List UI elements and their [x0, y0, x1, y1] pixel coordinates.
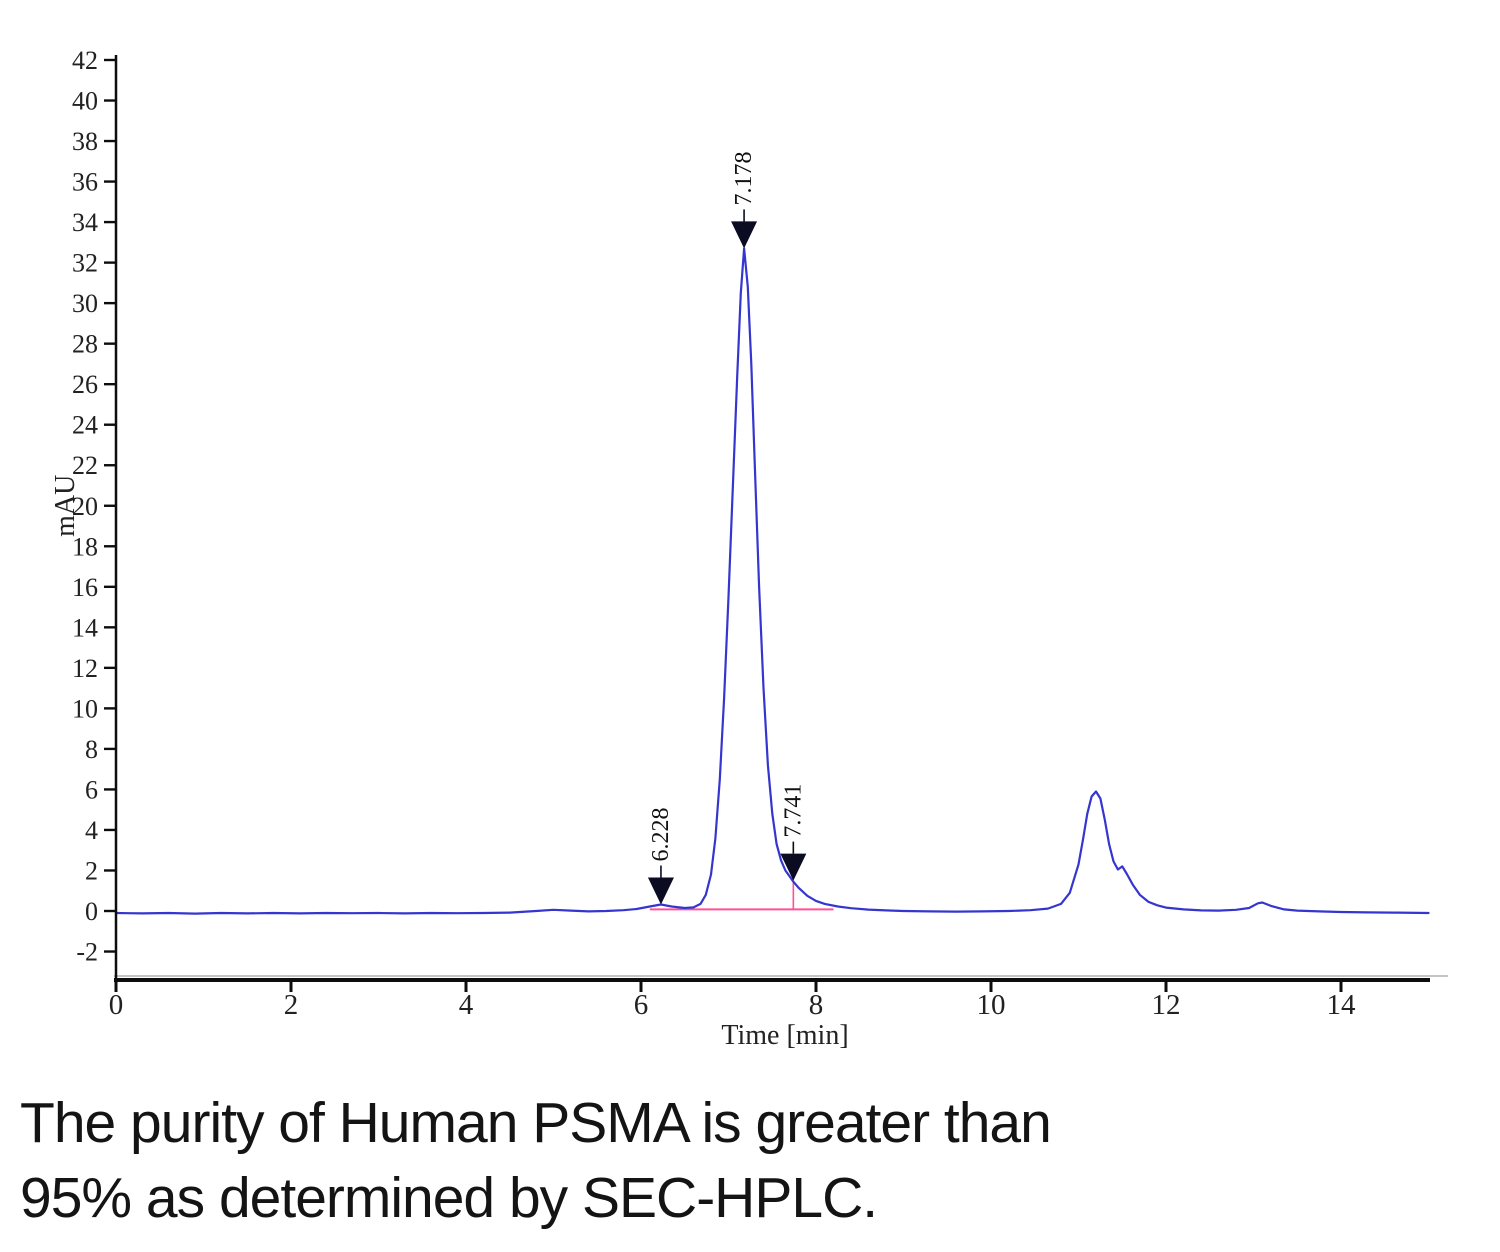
y-tick-label: 40: [72, 87, 98, 116]
y-tick-label: 6: [85, 775, 98, 804]
x-axis-title: Time [min]: [721, 1020, 848, 1051]
peak-arrow-icon: [780, 853, 807, 881]
y-tick-label: -2: [76, 938, 98, 967]
y-tick-label: 8: [85, 735, 98, 764]
y-tick-label: 30: [72, 289, 98, 318]
peak-arrow-icon: [731, 221, 758, 249]
x-tick-label: 14: [1327, 989, 1357, 1021]
y-tick-label: 10: [72, 694, 98, 723]
y-axis-title: mAU: [50, 475, 81, 537]
peak-retention-label: 7.178: [731, 151, 757, 205]
x-tick-label: 0: [109, 989, 124, 1021]
y-tick-label: 2: [85, 856, 98, 885]
x-tick-label: 6: [634, 989, 649, 1021]
y-tick-label: 36: [72, 168, 98, 197]
peak-retention-label: 6.228: [648, 808, 674, 862]
y-tick-label: 14: [72, 613, 98, 642]
x-tick-label: 2: [284, 989, 299, 1021]
caption-line-1: The purity of Human PSMA is greater than: [20, 1091, 1052, 1155]
x-tick-label: 12: [1152, 989, 1181, 1021]
y-tick-label: 38: [72, 127, 98, 156]
y-tick-label: 32: [72, 249, 98, 278]
y-tick-label: 16: [72, 573, 98, 602]
y-tick-label: 22: [72, 451, 98, 480]
y-tick-label: 0: [85, 897, 98, 926]
x-tick-label: 4: [459, 989, 474, 1021]
peak-retention-label: 7.741: [780, 784, 806, 838]
y-tick-label: 12: [72, 654, 98, 683]
caption-text: The purity of Human PSMA is greater than…: [20, 1086, 1480, 1236]
y-tick-label: 34: [72, 208, 98, 237]
y-tick-label: 42: [72, 46, 98, 75]
y-tick-label: 28: [72, 330, 98, 359]
caption-line-2: 95% as determined by SEC-HPLC.: [20, 1166, 878, 1230]
peak-arrow-icon: [647, 877, 674, 905]
y-tick-label: 4: [85, 816, 98, 845]
chromatogram-plot: -202468101214161820222426283032343638404…: [50, 46, 1448, 1051]
x-tick-label: 10: [977, 989, 1006, 1021]
y-tick-label: 20: [72, 492, 98, 521]
y-tick-label: 18: [72, 532, 98, 561]
uv-trace-line: [114, 247, 1430, 915]
y-tick-label: 26: [72, 370, 98, 399]
x-tick-label: 8: [809, 989, 824, 1021]
y-tick-label: 24: [72, 411, 98, 440]
